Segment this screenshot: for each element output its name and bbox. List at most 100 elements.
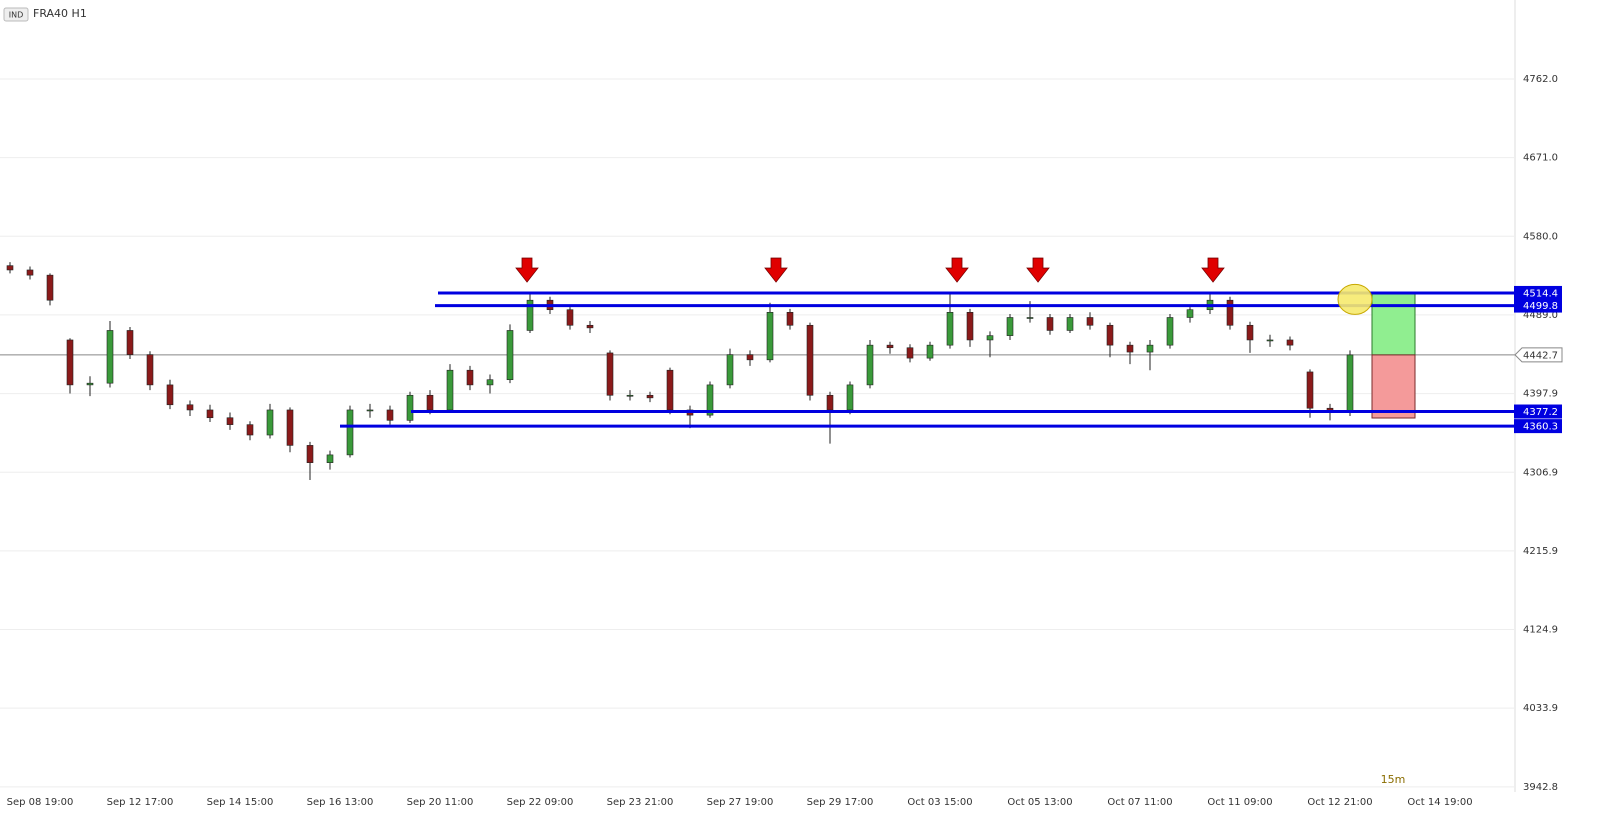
level-label: 4360.3 [1523, 422, 1558, 433]
candle-body [86, 382, 94, 386]
arrow-marker [945, 257, 969, 283]
candle-body [986, 335, 994, 341]
candle-body [926, 344, 934, 359]
candle-body [226, 417, 234, 425]
candle-body [346, 409, 354, 456]
y-tick-label: 4580.0 [1523, 231, 1558, 242]
x-tick-label: Oct 03 15:00 [907, 797, 972, 808]
candle-body [446, 369, 454, 411]
candle-body [386, 409, 394, 421]
candle-body [306, 445, 314, 463]
candle-body [126, 330, 134, 355]
y-tick-label: 4397.9 [1523, 389, 1558, 400]
y-tick-label: 4306.9 [1523, 467, 1558, 478]
y-tick-label: 4033.9 [1523, 703, 1558, 714]
candle-body [726, 354, 734, 386]
candle-body [1166, 317, 1174, 346]
candle-body [466, 369, 474, 386]
candle-body [6, 265, 14, 271]
candle-body [166, 384, 174, 406]
x-tick-label: Oct 05 13:00 [1007, 797, 1072, 808]
x-tick-label: Oct 14 19:00 [1407, 797, 1472, 808]
level-label: 4499.8 [1523, 301, 1558, 312]
candle-body [1146, 344, 1154, 353]
candle-body [766, 312, 774, 361]
y-tick-label: 4124.9 [1523, 625, 1558, 636]
candle-body [486, 379, 494, 386]
candle-body [1346, 354, 1354, 413]
x-tick-label: Sep 20 11:00 [407, 797, 474, 808]
candle-body [506, 330, 514, 381]
x-tick-label: Sep 29 17:00 [807, 797, 874, 808]
candle-body [1106, 324, 1114, 346]
candle-body [1086, 317, 1094, 326]
level-label-box [1514, 285, 1562, 300]
candle-body [846, 384, 854, 411]
candle-body [286, 409, 294, 446]
candle-body [946, 312, 954, 346]
candle-body [1306, 371, 1314, 409]
candle-body [646, 394, 654, 399]
candle-body [1066, 317, 1074, 331]
candle-body [866, 344, 874, 386]
candle-body [26, 269, 34, 276]
last-price-box [1514, 347, 1563, 363]
candle-body [1226, 299, 1234, 326]
level-label: 4514.4 [1523, 288, 1558, 299]
x-tick-label: Sep 14 15:00 [207, 797, 274, 808]
candle-body [1126, 344, 1134, 353]
candle-body [66, 339, 74, 386]
arrow-marker [515, 257, 539, 283]
candle-body [146, 354, 154, 386]
candle-body [266, 409, 274, 436]
position-target [1371, 292, 1416, 356]
x-tick-label: Sep 08 19:00 [7, 797, 74, 808]
x-tick-label: Oct 11 09:00 [1207, 797, 1272, 808]
candle-body [246, 424, 254, 436]
candle-body [966, 312, 974, 341]
candle-body [326, 454, 334, 463]
arrow-marker [1201, 257, 1225, 283]
arrow-marker [764, 257, 788, 283]
candle-body [706, 384, 714, 416]
level-label: 4377.2 [1523, 407, 1558, 418]
x-tick-label: Sep 16 13:00 [307, 797, 374, 808]
level-label-box [1514, 404, 1562, 419]
x-tick-label: Sep 12 17:00 [107, 797, 174, 808]
badge: IND [9, 11, 24, 20]
candle-body [1026, 317, 1034, 319]
y-tick-label: 4671.0 [1523, 153, 1558, 164]
position-stop [1371, 354, 1416, 419]
candle-body [1246, 324, 1254, 341]
badge-box [3, 7, 29, 22]
y-tick-label: 3942.8 [1523, 782, 1558, 793]
candle-body [46, 274, 54, 301]
candle-body [1266, 339, 1274, 342]
candle-body [626, 394, 634, 397]
candle-body [806, 324, 814, 396]
level-label-box [1514, 419, 1562, 434]
y-tick-label: 4489.0 [1523, 310, 1558, 321]
x-tick-label: Sep 23 21:00 [607, 797, 674, 808]
candle-body [786, 312, 794, 326]
candle-body [886, 344, 894, 349]
candle-body [1186, 309, 1194, 318]
x-tick-label: Sep 22 09:00 [507, 797, 574, 808]
y-tick-label: 4215.9 [1523, 546, 1558, 557]
candle-body [606, 352, 614, 396]
candle-body [1286, 339, 1294, 346]
candle-body [586, 324, 594, 329]
candle-body [106, 330, 114, 384]
highlight-circle [1337, 283, 1373, 315]
candle-body [426, 394, 434, 411]
candle-body [366, 409, 374, 412]
arrow-marker [1026, 257, 1050, 283]
last-price-label: 4442.7 [1523, 350, 1558, 361]
x-tick-label: Oct 12 21:00 [1307, 797, 1372, 808]
x-tick-label: Oct 07 11:00 [1107, 797, 1172, 808]
candle-body [906, 347, 914, 359]
candle-body [406, 394, 414, 421]
candle-body [186, 404, 194, 411]
